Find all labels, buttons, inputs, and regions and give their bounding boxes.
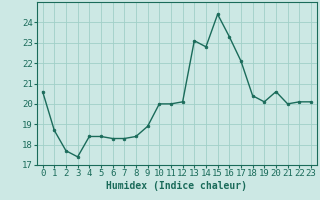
X-axis label: Humidex (Indice chaleur): Humidex (Indice chaleur) [106,181,247,191]
